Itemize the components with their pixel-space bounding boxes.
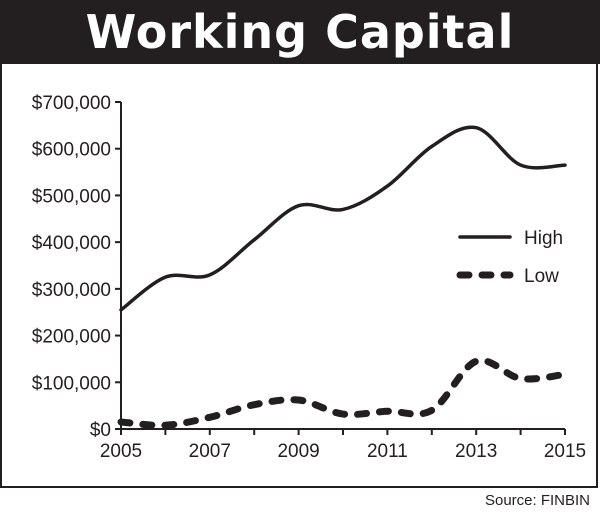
line-chart: $0 $100,000 $200,000 $300,000 $400,000 $500,0… xyxy=(32,93,586,462)
y-tick-label: $400,000 xyxy=(32,233,111,254)
x-tick-label: 2007 xyxy=(189,441,231,462)
source-note: Source: FINBIN xyxy=(484,492,590,509)
y-tick-label: $300,000 xyxy=(32,280,111,301)
x-tick-label: 2009 xyxy=(277,441,319,462)
chart-frame: $0 $100,000 $200,000 $300,000 $400,000 $500,0… xyxy=(0,64,598,488)
y-tick-label: $200,000 xyxy=(32,327,111,348)
x-tick-label: 2013 xyxy=(455,441,497,462)
legend-label-low: Low xyxy=(524,266,559,287)
y-tick-label: $600,000 xyxy=(32,140,111,161)
y-tick-label: $0 xyxy=(90,420,111,441)
series-line-low xyxy=(117,356,569,429)
legend-label-high: High xyxy=(524,228,563,249)
y-tick-label: $700,000 xyxy=(32,93,111,114)
x-tick-label: 2011 xyxy=(367,441,408,462)
chart-title: Working Capital xyxy=(0,0,600,64)
y-tick-label: $100,000 xyxy=(32,373,111,394)
series-line-high xyxy=(119,125,567,312)
y-tick-label: $500,000 xyxy=(32,186,111,207)
x-tick-label: 2015 xyxy=(544,441,586,462)
x-tick-label: 2005 xyxy=(100,441,142,462)
